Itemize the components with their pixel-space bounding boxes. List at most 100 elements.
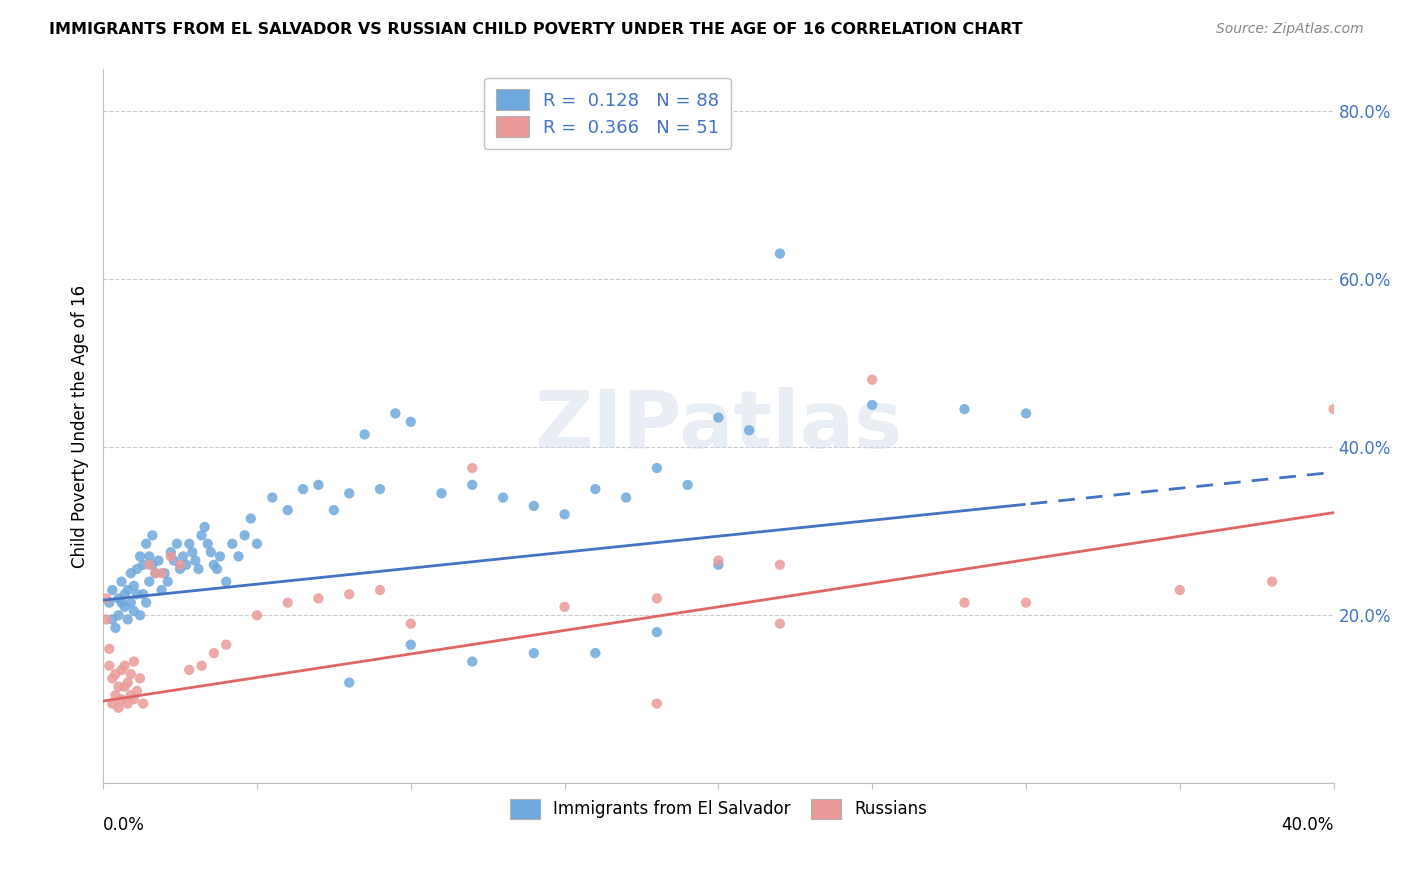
Point: [122, 579, 145, 593]
Point: [208, 549, 231, 564]
Point: [138, 549, 160, 564]
Point: [246, 537, 269, 551]
Point: [117, 612, 139, 626]
Point: [461, 461, 484, 475]
Point: [107, 608, 129, 623]
Point: [110, 574, 132, 589]
Point: [129, 549, 152, 564]
Point: [135, 537, 157, 551]
Point: [145, 566, 167, 581]
Point: [117, 675, 139, 690]
Point: [114, 599, 136, 614]
Point: [122, 655, 145, 669]
Point: [117, 582, 139, 597]
Point: [120, 667, 142, 681]
Point: [583, 482, 606, 496]
Point: [614, 491, 637, 505]
Point: [156, 574, 179, 589]
Point: [322, 503, 344, 517]
Point: [110, 596, 132, 610]
Point: [860, 398, 883, 412]
Point: [645, 591, 668, 606]
Point: [202, 558, 225, 572]
Point: [215, 638, 238, 652]
Point: [181, 545, 204, 559]
Point: [107, 591, 129, 606]
Text: Source: ZipAtlas.com: Source: ZipAtlas.com: [1216, 22, 1364, 37]
Point: [120, 688, 142, 702]
Point: [120, 566, 142, 581]
Point: [187, 562, 209, 576]
Point: [1015, 596, 1038, 610]
Point: [169, 562, 191, 576]
Point: [769, 558, 792, 572]
Text: ZIPatlas: ZIPatlas: [534, 387, 903, 465]
Point: [676, 478, 699, 492]
Point: [308, 478, 330, 492]
Point: [132, 587, 155, 601]
Point: [125, 587, 148, 601]
Point: [129, 608, 152, 623]
Point: [337, 587, 360, 601]
Point: [233, 528, 256, 542]
Point: [190, 528, 212, 542]
Point: [645, 697, 668, 711]
Point: [769, 616, 792, 631]
Point: [122, 692, 145, 706]
Point: [399, 616, 422, 631]
Point: [96, 612, 118, 626]
Point: [114, 680, 136, 694]
Point: [153, 566, 176, 581]
Point: [1261, 574, 1284, 589]
Point: [1015, 406, 1038, 420]
Point: [107, 700, 129, 714]
Point: [138, 574, 160, 589]
Point: [645, 461, 668, 475]
Point: [860, 373, 883, 387]
Point: [96, 591, 118, 606]
Point: [645, 625, 668, 640]
Point: [98, 658, 121, 673]
Point: [337, 486, 360, 500]
Point: [277, 596, 299, 610]
Point: [172, 549, 194, 564]
Point: [125, 684, 148, 698]
Point: [98, 596, 121, 610]
Point: [122, 604, 145, 618]
Point: [337, 675, 360, 690]
Point: [583, 646, 606, 660]
Point: [101, 697, 124, 711]
Point: [461, 655, 484, 669]
Point: [159, 549, 181, 564]
Point: [107, 680, 129, 694]
Point: [98, 641, 121, 656]
Point: [523, 646, 546, 660]
Point: [246, 608, 269, 623]
Point: [179, 537, 201, 551]
Point: [197, 537, 219, 551]
Point: [368, 582, 391, 597]
Point: [769, 246, 792, 260]
Point: [120, 596, 142, 610]
Point: [292, 482, 315, 496]
Point: [104, 688, 127, 702]
Point: [239, 511, 262, 525]
Point: [135, 596, 157, 610]
Point: [145, 566, 167, 581]
Point: [101, 671, 124, 685]
Text: 0.0%: 0.0%: [103, 815, 145, 834]
Point: [384, 406, 406, 420]
Point: [132, 697, 155, 711]
Point: [166, 537, 188, 551]
Point: [461, 478, 484, 492]
Text: 40.0%: 40.0%: [1281, 815, 1334, 834]
Point: [202, 646, 225, 660]
Text: IMMIGRANTS FROM EL SALVADOR VS RUSSIAN CHILD POVERTY UNDER THE AGE OF 16 CORRELA: IMMIGRANTS FROM EL SALVADOR VS RUSSIAN C…: [49, 22, 1022, 37]
Point: [148, 553, 170, 567]
Point: [110, 692, 132, 706]
Point: [368, 482, 391, 496]
Point: [492, 491, 515, 505]
Point: [150, 566, 173, 581]
Point: [141, 558, 163, 572]
Point: [163, 553, 186, 567]
